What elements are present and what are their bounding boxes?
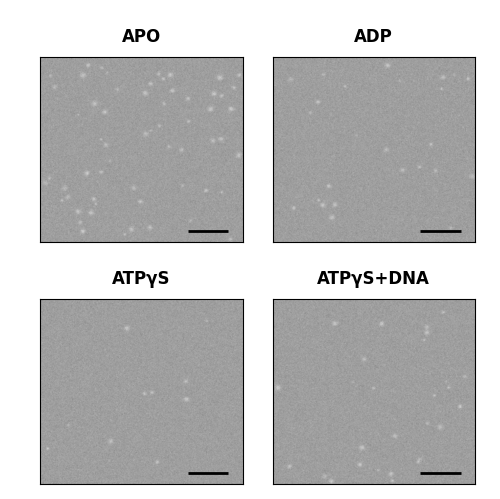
Text: ATPγS: ATPγS xyxy=(112,270,170,288)
Text: ADP: ADP xyxy=(354,28,393,46)
Text: ATPγS+DNA: ATPγS+DNA xyxy=(318,270,430,288)
Text: APO: APO xyxy=(122,28,161,46)
